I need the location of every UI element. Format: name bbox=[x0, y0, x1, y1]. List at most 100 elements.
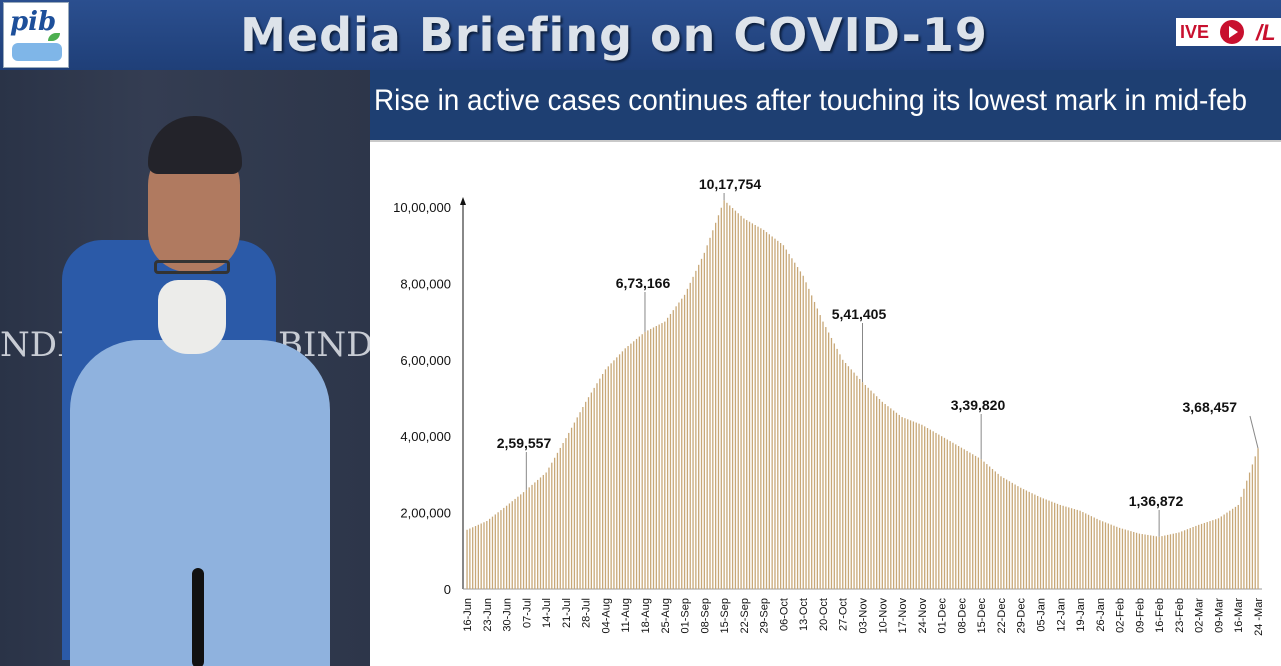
bar bbox=[652, 327, 655, 589]
speaker-video: NDI BINDIA bbox=[0, 70, 370, 666]
bar bbox=[542, 474, 544, 589]
bar bbox=[1104, 522, 1107, 589]
bar bbox=[1051, 501, 1053, 589]
bar bbox=[596, 383, 598, 589]
bar bbox=[717, 215, 720, 589]
bar bbox=[494, 514, 496, 589]
bar bbox=[672, 310, 674, 589]
bar bbox=[1000, 476, 1002, 589]
bar bbox=[963, 449, 965, 589]
bar bbox=[1215, 519, 1217, 589]
x-tick-label: 08-Dec bbox=[956, 598, 968, 634]
bar bbox=[1028, 491, 1030, 589]
bar bbox=[1206, 522, 1208, 589]
bar bbox=[907, 419, 909, 589]
bar bbox=[610, 363, 612, 589]
bar bbox=[895, 412, 898, 589]
annotation-label: 10,17,754 bbox=[699, 176, 761, 192]
bar bbox=[943, 437, 946, 589]
chart-subtitle: Rise in active cases continues after tou… bbox=[374, 84, 1248, 117]
annotation-label: 5,41,405 bbox=[832, 306, 887, 322]
active-cases-chart: 0 2,00,000 4,00,000 6,00,000 8,00,000 10,00,0… bbox=[393, 176, 1265, 636]
bar bbox=[1141, 534, 1143, 589]
bar bbox=[811, 295, 813, 589]
bar bbox=[859, 378, 861, 589]
live-badge[interactable]: IVE /L bbox=[1176, 18, 1281, 46]
bar bbox=[483, 522, 485, 589]
bar bbox=[545, 472, 547, 589]
bar bbox=[938, 434, 940, 589]
bar bbox=[924, 426, 926, 589]
bar bbox=[1164, 535, 1166, 589]
bar bbox=[1014, 484, 1016, 589]
header-bar: pib Media Briefing on COVID-19 IVE /L bbox=[0, 0, 1281, 70]
bar bbox=[1076, 509, 1078, 589]
bar bbox=[870, 390, 872, 589]
bar bbox=[709, 237, 711, 590]
bar bbox=[847, 366, 850, 589]
bar bbox=[833, 343, 835, 589]
x-tick-label: 01-Sep bbox=[680, 598, 692, 633]
bar bbox=[613, 360, 615, 589]
bar bbox=[1062, 505, 1064, 589]
bar bbox=[511, 501, 513, 589]
bar bbox=[974, 455, 977, 589]
x-tick-label: 03-Nov bbox=[858, 598, 870, 634]
bar bbox=[686, 288, 689, 589]
bar bbox=[514, 498, 516, 589]
bar bbox=[915, 422, 917, 589]
bar bbox=[997, 473, 999, 589]
play-icon[interactable] bbox=[1220, 20, 1244, 44]
bar bbox=[1034, 494, 1036, 589]
bar bbox=[1042, 498, 1044, 589]
bar bbox=[960, 447, 963, 589]
bar bbox=[904, 418, 906, 589]
bar bbox=[700, 258, 703, 589]
bar bbox=[935, 432, 937, 589]
speaker-hair bbox=[148, 116, 242, 174]
bar bbox=[593, 387, 595, 589]
bar bbox=[528, 487, 530, 589]
x-tick-label: 16-Mar bbox=[1233, 598, 1245, 633]
x-tick-label: 14-Jul bbox=[541, 598, 553, 628]
bar bbox=[537, 479, 539, 589]
bar bbox=[616, 357, 618, 589]
bar bbox=[627, 345, 629, 589]
bar bbox=[1217, 518, 1220, 589]
bar bbox=[706, 245, 708, 589]
bar bbox=[683, 294, 686, 589]
bar bbox=[929, 429, 931, 589]
bar bbox=[477, 524, 479, 589]
subtitle-bar: Rise in active cases continues after tou… bbox=[370, 70, 1281, 140]
bar bbox=[489, 518, 491, 589]
x-tick-label: 10-Nov bbox=[877, 598, 889, 634]
bar bbox=[743, 218, 745, 589]
bar bbox=[955, 444, 957, 589]
bar bbox=[520, 494, 522, 589]
bar bbox=[991, 468, 994, 589]
bar bbox=[813, 301, 816, 589]
bar bbox=[878, 399, 881, 589]
bar bbox=[734, 210, 737, 590]
bar bbox=[1183, 530, 1186, 589]
bar bbox=[715, 222, 717, 589]
bar bbox=[599, 378, 601, 589]
bar bbox=[768, 234, 770, 590]
bar bbox=[737, 213, 739, 589]
bar bbox=[675, 306, 677, 589]
bar bbox=[503, 507, 505, 589]
y-tick-label: 0 bbox=[444, 582, 451, 597]
bar bbox=[1172, 533, 1174, 589]
x-tick-label: 23-Feb bbox=[1174, 598, 1186, 633]
x-tick-label: 25-Aug bbox=[660, 598, 672, 633]
x-tick-label: 26-Jan bbox=[1095, 598, 1107, 632]
bar bbox=[861, 382, 864, 589]
bar bbox=[782, 245, 785, 589]
bar bbox=[791, 258, 793, 589]
annotation-label: 3,39,820 bbox=[951, 397, 1006, 413]
y-tick-label: 10,00,000 bbox=[393, 200, 451, 215]
bar bbox=[1087, 514, 1090, 589]
bar bbox=[607, 366, 609, 589]
bar bbox=[892, 410, 895, 589]
x-tick-label: 16-Jun bbox=[462, 598, 474, 632]
